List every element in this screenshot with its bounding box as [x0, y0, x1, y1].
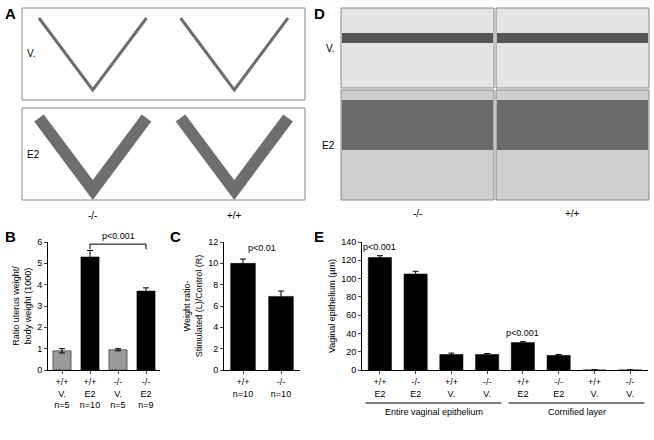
svg-text:+/+V.: +/+V. — [445, 377, 458, 399]
svg-text:-/-: -/- — [413, 208, 422, 219]
svg-text:Ratio uterus weight/body weigh: Ratio uterus weight/body weight (1000) — [11, 266, 33, 346]
svg-text:2: 2 — [37, 322, 42, 332]
svg-text:100: 100 — [341, 274, 356, 284]
svg-text:20: 20 — [346, 347, 356, 357]
svg-text:-/-E2: -/-E2 — [553, 377, 564, 399]
svg-text:0: 0 — [351, 365, 356, 375]
svg-text:-/-V.n=5: -/-V.n=5 — [110, 377, 125, 410]
svg-text:-/-E2: -/-E2 — [410, 377, 421, 399]
svg-text:6: 6 — [37, 237, 42, 247]
svg-text:C: C — [170, 228, 181, 245]
svg-text:6: 6 — [213, 301, 218, 311]
svg-text:+/+E2: +/+E2 — [516, 377, 529, 399]
svg-text:p<0.01: p<0.01 — [248, 243, 276, 253]
svg-text:E: E — [314, 228, 324, 245]
svg-text:Entire vaginal epithelium: Entire vaginal epithelium — [385, 407, 483, 417]
svg-text:140: 140 — [341, 237, 356, 247]
svg-text:D: D — [314, 5, 325, 22]
svg-text:0: 0 — [213, 365, 218, 375]
svg-text:+/+: +/+ — [227, 210, 242, 221]
svg-text:-/-n=10: -/-n=10 — [271, 377, 291, 399]
svg-text:5: 5 — [37, 258, 42, 268]
svg-text:4: 4 — [37, 280, 42, 290]
svg-text:B: B — [5, 228, 16, 245]
svg-text:p<0.001: p<0.001 — [506, 328, 539, 338]
svg-text:60: 60 — [346, 310, 356, 320]
svg-text:3: 3 — [37, 301, 42, 311]
svg-text:p<0.001: p<0.001 — [363, 242, 396, 252]
svg-text:40: 40 — [346, 329, 356, 339]
svg-text:A: A — [5, 5, 16, 22]
svg-text:+/+: +/+ — [565, 208, 580, 219]
svg-text:Weight ratio-Stimulated (L)/Co: Weight ratio-Stimulated (L)/Control (R) — [182, 255, 204, 358]
svg-text:Vaginal epithelium (µm): Vaginal epithelium (µm) — [327, 259, 337, 353]
svg-text:V.: V. — [27, 48, 36, 59]
svg-text:-/-V.: -/-V. — [626, 377, 635, 399]
svg-text:Cornified layer: Cornified layer — [548, 407, 606, 417]
svg-text:12: 12 — [208, 237, 218, 247]
svg-text:E2: E2 — [27, 149, 40, 160]
svg-text:+/+E2: +/+E2 — [373, 377, 386, 399]
svg-text:-/-E2n=9: -/-E2n=9 — [138, 377, 153, 410]
svg-text:2: 2 — [213, 344, 218, 354]
svg-text:1: 1 — [37, 344, 42, 354]
svg-text:+/+E2n=10: +/+E2n=10 — [80, 377, 100, 410]
svg-text:V.: V. — [326, 43, 335, 54]
svg-text:8: 8 — [213, 280, 218, 290]
svg-text:-/-V.: -/-V. — [483, 377, 492, 399]
svg-text:p<0.001: p<0.001 — [102, 231, 135, 241]
svg-text:0: 0 — [37, 365, 42, 375]
svg-text:+/+V.n=5: +/+V.n=5 — [54, 377, 69, 410]
svg-text:80: 80 — [346, 292, 356, 302]
svg-text:120: 120 — [341, 255, 356, 265]
svg-text:+/+n=10: +/+n=10 — [233, 377, 253, 399]
svg-text:E2: E2 — [322, 140, 335, 151]
svg-text:10: 10 — [208, 258, 218, 268]
svg-text:-/-: -/- — [88, 210, 97, 221]
svg-text:4: 4 — [213, 322, 218, 332]
svg-text:+/+V.: +/+V. — [588, 377, 601, 399]
